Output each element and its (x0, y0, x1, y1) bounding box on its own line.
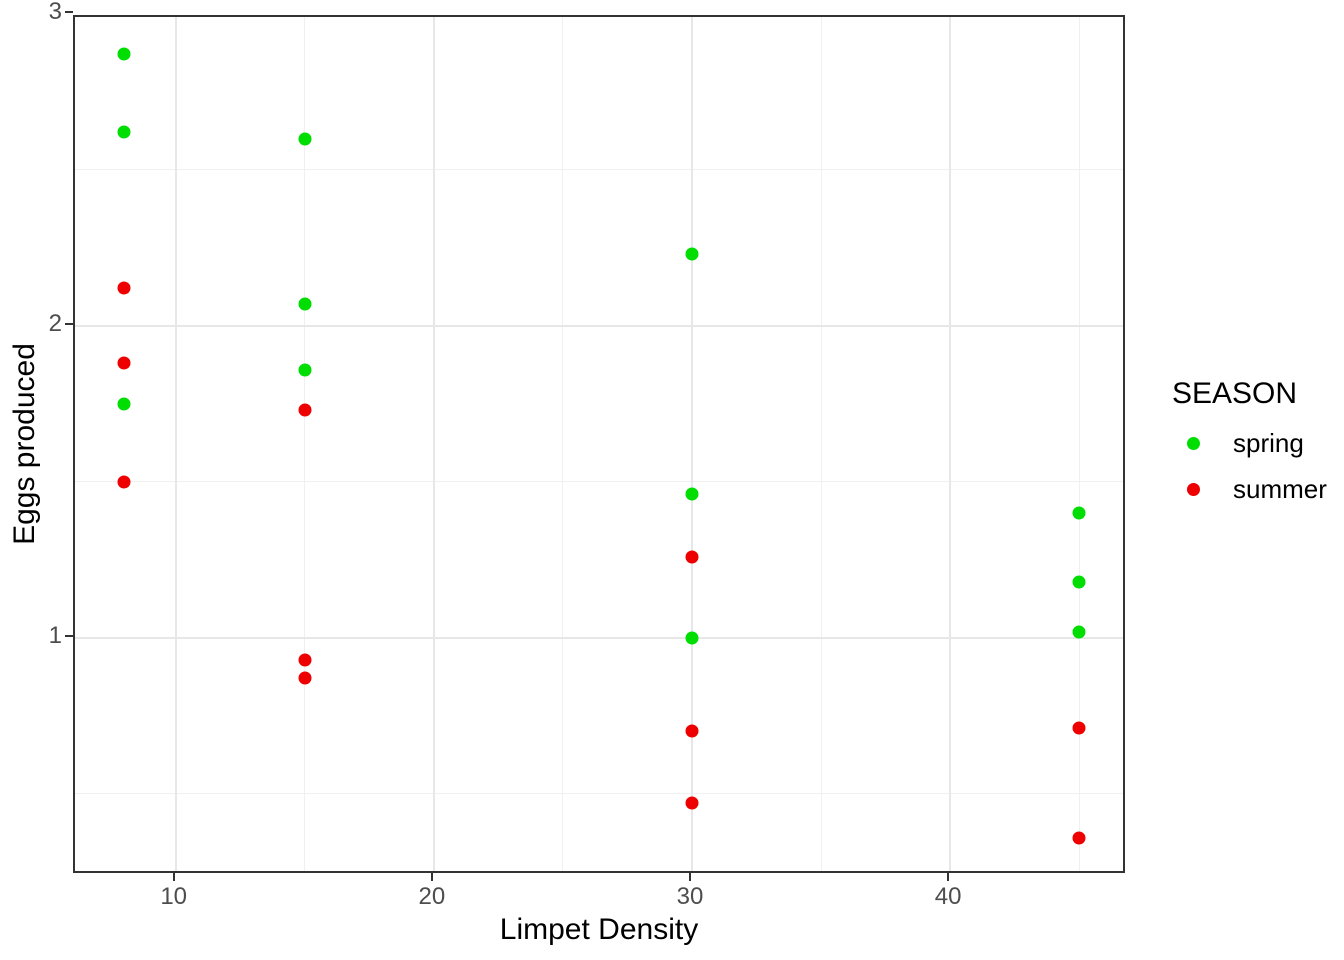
x-axis-tick-label: 30 (676, 883, 704, 910)
data-point-spring (685, 631, 699, 645)
x-axis-tick-label: 20 (418, 883, 446, 910)
data-point-spring (117, 125, 131, 139)
data-point-spring (1072, 575, 1086, 589)
gridline-y-minor (75, 169, 1123, 171)
data-point-spring (117, 47, 131, 61)
data-point-summer (117, 281, 131, 295)
gridline-x-minor (1078, 17, 1080, 871)
gridline-y-major (75, 324, 1123, 327)
plot-panel (73, 15, 1125, 873)
data-point-summer (1072, 721, 1086, 735)
gridline-y-minor (75, 481, 1123, 483)
gridline-x-major (691, 17, 693, 871)
legend-key-dot-summer (1187, 482, 1200, 496)
gridline-x-minor (562, 17, 564, 871)
gridline-y-major (75, 636, 1123, 639)
gridline-y-minor (75, 793, 1123, 795)
y-axis-tick (65, 10, 73, 13)
legend-item-label: spring (1233, 427, 1304, 458)
x-axis-tick-label: 10 (160, 883, 188, 910)
legend-item-summer: summer (1172, 466, 1327, 512)
data-point-summer (298, 653, 312, 667)
x-axis-tick (689, 873, 691, 881)
y-axis-tick-label: 3 (48, 0, 62, 25)
data-point-spring (298, 363, 312, 377)
y-axis-tick (65, 322, 73, 325)
data-point-summer (685, 796, 699, 810)
legend-key-dot-spring (1187, 436, 1200, 450)
legend: SEASON spring summer (1172, 376, 1327, 512)
legend-item-spring: spring (1172, 420, 1327, 466)
data-point-spring (685, 487, 699, 501)
gridline-x-minor (304, 17, 306, 871)
gridline-x-major (432, 17, 435, 871)
y-axis-title: Eggs produced (8, 343, 41, 545)
legend-item-label: summer (1233, 473, 1327, 504)
gridline-x-major (949, 17, 952, 871)
data-point-summer (117, 475, 131, 489)
x-axis-tick (172, 873, 175, 881)
gridline-x-major (174, 17, 177, 871)
data-point-spring (1072, 625, 1086, 639)
data-point-summer (298, 671, 312, 685)
data-point-summer (117, 356, 131, 370)
y-axis-tick (65, 634, 73, 637)
y-axis-tick-label: 2 (48, 309, 62, 337)
data-point-spring (298, 132, 312, 146)
data-point-summer (685, 550, 699, 564)
x-axis-tick (947, 873, 950, 881)
x-axis-tick-label: 40 (934, 883, 962, 910)
data-point-spring (298, 297, 312, 311)
x-axis-tick (430, 873, 433, 881)
gridline-x-minor (820, 17, 822, 871)
data-point-summer (298, 403, 312, 417)
data-point-spring (117, 397, 131, 411)
data-point-spring (685, 247, 699, 261)
data-point-summer (1072, 831, 1086, 845)
x-axis-title: Limpet Density (499, 913, 699, 946)
legend-title: SEASON (1172, 377, 1298, 410)
y-axis-tick-label: 1 (48, 621, 62, 649)
data-point-spring (1072, 506, 1086, 520)
data-point-summer (685, 724, 699, 738)
legend-items: spring summer (1172, 420, 1327, 512)
